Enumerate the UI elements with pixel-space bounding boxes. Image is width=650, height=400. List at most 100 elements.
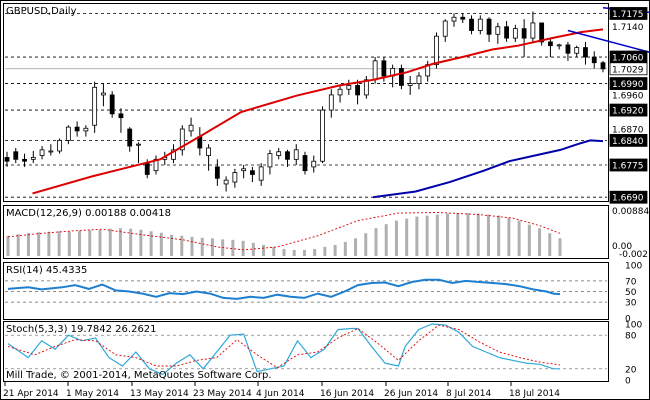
candle [574, 45, 580, 58]
macd-histogram-bar [159, 232, 163, 256]
candle-body [486, 18, 492, 35]
candle [74, 121, 80, 137]
rsi-panel-frame[interactable] [3, 262, 609, 320]
candle-body [144, 162, 150, 175]
price-label: 1.7060 [612, 54, 644, 64]
macd-histogram-bar [517, 220, 521, 256]
rsi-tick: 50 [625, 288, 637, 298]
candle [285, 149, 290, 167]
candle [504, 21, 509, 42]
macd-histogram-bar [190, 236, 194, 256]
candle [65, 125, 71, 145]
macd-histogram-bar [333, 244, 337, 256]
candle-body [539, 22, 545, 43]
stoch-tick: 100 [625, 321, 642, 331]
date-label: 1 May 2014 [66, 389, 119, 399]
candle-body [469, 18, 474, 31]
macd-histogram-bar [394, 220, 398, 256]
price-label: 1.6840 [612, 137, 644, 147]
candle [206, 144, 211, 171]
stoch-d-line [7, 324, 561, 369]
candle [363, 75, 369, 99]
candle [13, 147, 19, 164]
candle [355, 79, 360, 105]
date-label: 26 Jun 2014 [384, 389, 438, 399]
candle [223, 176, 229, 192]
price-label: 1.7029 [612, 65, 644, 75]
macd-histogram-bar [486, 214, 490, 256]
macd-histogram-bar [456, 213, 460, 256]
candle-body [574, 47, 580, 54]
candle [109, 91, 115, 118]
price-label-box [609, 77, 648, 90]
date-label: 13 May 2014 [130, 389, 189, 399]
candle-body [57, 139, 62, 152]
candle [591, 51, 597, 69]
candle [214, 159, 220, 186]
candle-body [48, 150, 54, 153]
date-label: 8 Jul 2014 [446, 389, 491, 399]
stoch-title: Stoch(5,3,3) 19.7842 26.2621 [6, 324, 157, 335]
price-label-box [609, 190, 648, 204]
price-panel-frame[interactable] [3, 3, 609, 202]
candle-body [179, 128, 185, 151]
candle [556, 43, 562, 50]
macd-histogram-bar [98, 229, 102, 256]
candle [276, 147, 282, 160]
candle [469, 15, 474, 35]
candle [451, 13, 457, 27]
price-label-box [609, 62, 648, 76]
candle-body [13, 151, 19, 160]
macd-histogram-bar [476, 213, 480, 256]
price-label-box [609, 7, 648, 20]
candle-body [109, 94, 115, 115]
candle-body [39, 149, 45, 156]
candle [92, 81, 98, 133]
candle [442, 19, 448, 42]
candle [583, 41, 588, 65]
candle-body [451, 16, 457, 22]
macd-panel-frame[interactable] [3, 205, 609, 259]
candle-body [460, 16, 466, 20]
macd-title: MACD(12,26,9) 0.00188 0.00418 [6, 208, 171, 219]
candle-body [136, 143, 141, 146]
candle-body [442, 20, 448, 37]
candle [302, 151, 308, 175]
price-label-box [609, 133, 648, 147]
candle-body [232, 172, 238, 183]
macd-histogram-bar [180, 235, 184, 256]
candle [320, 106, 325, 164]
candle [136, 142, 141, 164]
rsi-line [7, 278, 561, 300]
candle-body [4, 157, 10, 162]
candle-body [223, 179, 229, 185]
candle [188, 117, 194, 137]
candle-body [381, 60, 387, 77]
candle-body [477, 18, 483, 31]
macd-histogram-bar [118, 228, 122, 256]
macd-histogram-bar [435, 214, 439, 256]
candle-body [293, 149, 299, 160]
macd-histogram-bar [497, 215, 501, 256]
candle-body [399, 68, 404, 86]
candle [232, 168, 238, 188]
candle [565, 41, 571, 61]
candle [57, 138, 62, 154]
candle-body [267, 153, 273, 168]
stoch-tick: 0 [625, 377, 631, 387]
candle [118, 108, 124, 133]
candle [407, 75, 413, 95]
price-tick: 1.6870 [612, 126, 644, 136]
candle-body [556, 44, 562, 47]
candle-body [600, 62, 606, 70]
candle [337, 85, 343, 103]
candle-body [30, 157, 36, 160]
candle-body [241, 168, 247, 172]
macd-tick: 0.00884 [612, 207, 649, 217]
candle [83, 125, 89, 137]
candle [512, 24, 518, 42]
stoch-panel-frame[interactable] [3, 321, 609, 382]
macd-histogram-bar [405, 218, 409, 256]
candle-body [250, 170, 255, 175]
